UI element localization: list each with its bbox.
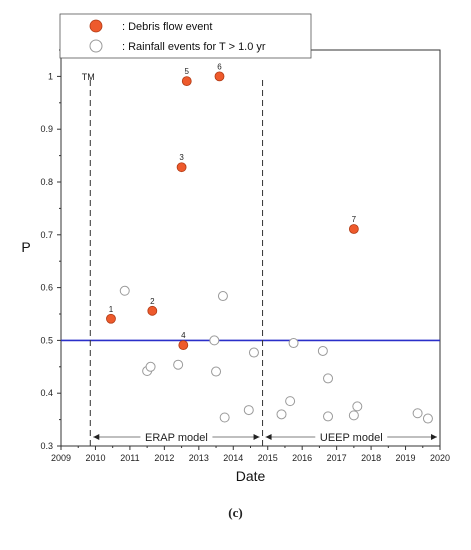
rainfall-event-point (211, 366, 222, 377)
y-axis-title: P (21, 239, 30, 255)
debris-flow-point-label: 4 (181, 331, 186, 340)
rainfall-event-point (323, 373, 334, 384)
x-tick-label: 2018 (361, 453, 381, 463)
legend-box (59, 13, 312, 59)
x-tick-label: 2016 (292, 453, 312, 463)
debris-flow-point (176, 162, 187, 173)
x-tick-label: 2015 (258, 453, 278, 463)
period-arrow-head (253, 434, 260, 440)
debris-flow-point (147, 305, 158, 316)
rainfall-event-point (323, 411, 334, 422)
debris-flow-point (181, 76, 192, 87)
x-tick-label: 2014 (223, 453, 243, 463)
legend-label: : Rainfall events for T > 1.0 yr (122, 41, 266, 53)
rainfall-event-point (217, 291, 228, 302)
rainfall-event-point (145, 361, 156, 372)
x-tick-label: 2010 (85, 453, 105, 463)
x-tick-label: 2019 (396, 453, 416, 463)
y-tick-label: 0.9 (40, 124, 53, 134)
x-tick-label: 2011 (120, 453, 139, 463)
debris-flow-point-label: 6 (217, 62, 222, 71)
debris-flow-point (106, 313, 116, 324)
x-tick-label: 2020 (430, 453, 450, 463)
rainfall-event-point (248, 347, 259, 358)
debris-flow-point-label: 2 (150, 297, 155, 306)
x-tick-label: 2013 (189, 453, 209, 463)
legend-marker-debris-flow (89, 19, 103, 33)
rainfall-event-point (422, 413, 433, 424)
y-tick-label: 0.5 (40, 335, 53, 345)
y-tick-label: 0.3 (40, 441, 53, 451)
period-arrow-head (93, 434, 100, 440)
debris-flow-point-label: 5 (185, 67, 190, 76)
legend-label: : Debris flow event (122, 21, 212, 33)
x-tick-label: 2012 (154, 453, 174, 463)
y-tick-label: 1 (48, 71, 53, 81)
y-tick-label: 0.7 (40, 230, 53, 240)
rainfall-event-point (285, 396, 296, 407)
rainfall-event-point (412, 408, 423, 419)
x-tick-label: 2017 (327, 453, 347, 463)
rainfall-event-point (209, 335, 220, 346)
debris-flow-point (178, 340, 189, 351)
rainfall-event-point (119, 285, 130, 296)
rainfall-event-point (288, 338, 299, 349)
debris-flow-point (214, 71, 225, 82)
rainfall-event-point (352, 401, 363, 412)
period-arrow-head (431, 434, 437, 440)
rainfall-event-point (348, 410, 359, 421)
rainfall-event-point (317, 345, 328, 356)
vertical-divider-label: TM (82, 72, 95, 82)
debris-flow-point-label: 1 (109, 305, 114, 314)
rainfall-event-point (173, 359, 184, 370)
legend-marker-rainfall (89, 39, 103, 53)
debris-flow-point-label: 7 (352, 215, 357, 224)
y-tick-label: 0.6 (40, 283, 53, 293)
debris-flow-point-label: 3 (179, 153, 184, 162)
period-label: ERAP model (145, 432, 208, 444)
x-axis-title: Date (236, 468, 266, 484)
rainfall-event-point (243, 405, 254, 416)
y-tick-label: 0.8 (40, 177, 53, 187)
rainfall-event-point (219, 412, 230, 423)
plot-frame (60, 49, 441, 447)
panel-label: (c) (228, 505, 243, 520)
x-tick-label: 2009 (51, 453, 71, 463)
y-tick-label: 0.4 (40, 388, 53, 398)
period-label: UEEP model (320, 432, 383, 444)
debris-flow-point (348, 224, 359, 234)
period-arrow-head (265, 434, 272, 440)
rainfall-event-point (276, 409, 287, 420)
